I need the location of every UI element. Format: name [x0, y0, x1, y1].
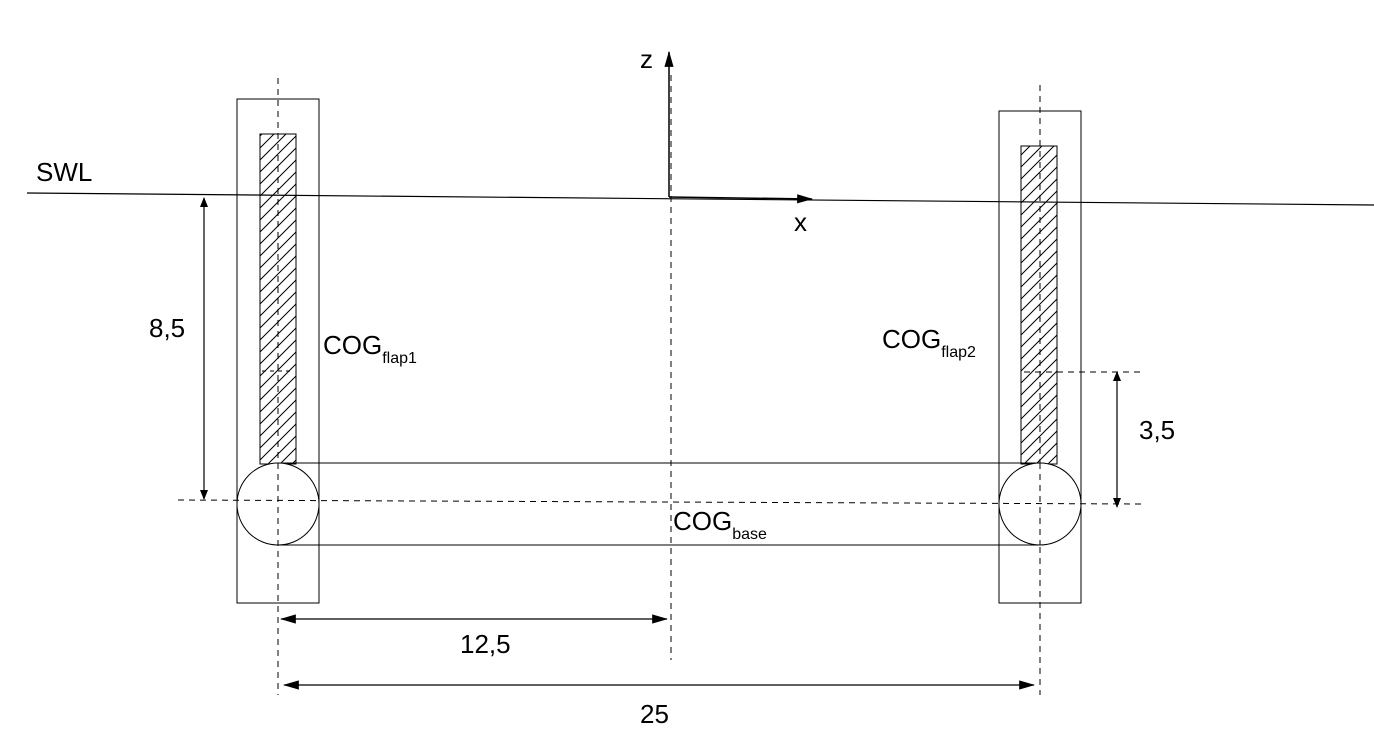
cog-flap1-label: COGflap1 [323, 330, 417, 367]
flap2-hatched-plate [1020, 145, 1058, 465]
dim-depth-left-label: 8,5 [149, 313, 185, 343]
dim-height-right-label: 3,5 [1139, 415, 1175, 445]
x-axis [668, 194, 814, 204]
base-cog-dashed-line [177, 499, 1143, 505]
cog-flap2-label: COGflap2 [882, 324, 976, 361]
z-axis-label: z [640, 44, 653, 74]
cog-base-label: COGbase [673, 506, 767, 543]
x-axis-label: x [794, 207, 807, 237]
swl-label: SWL [36, 157, 92, 187]
dim-full-span-label: 25 [640, 699, 669, 729]
flap1-outer-box [236, 98, 320, 604]
swl-line [26, 192, 1374, 206]
dim-half-span-label: 12,5 [460, 629, 511, 659]
